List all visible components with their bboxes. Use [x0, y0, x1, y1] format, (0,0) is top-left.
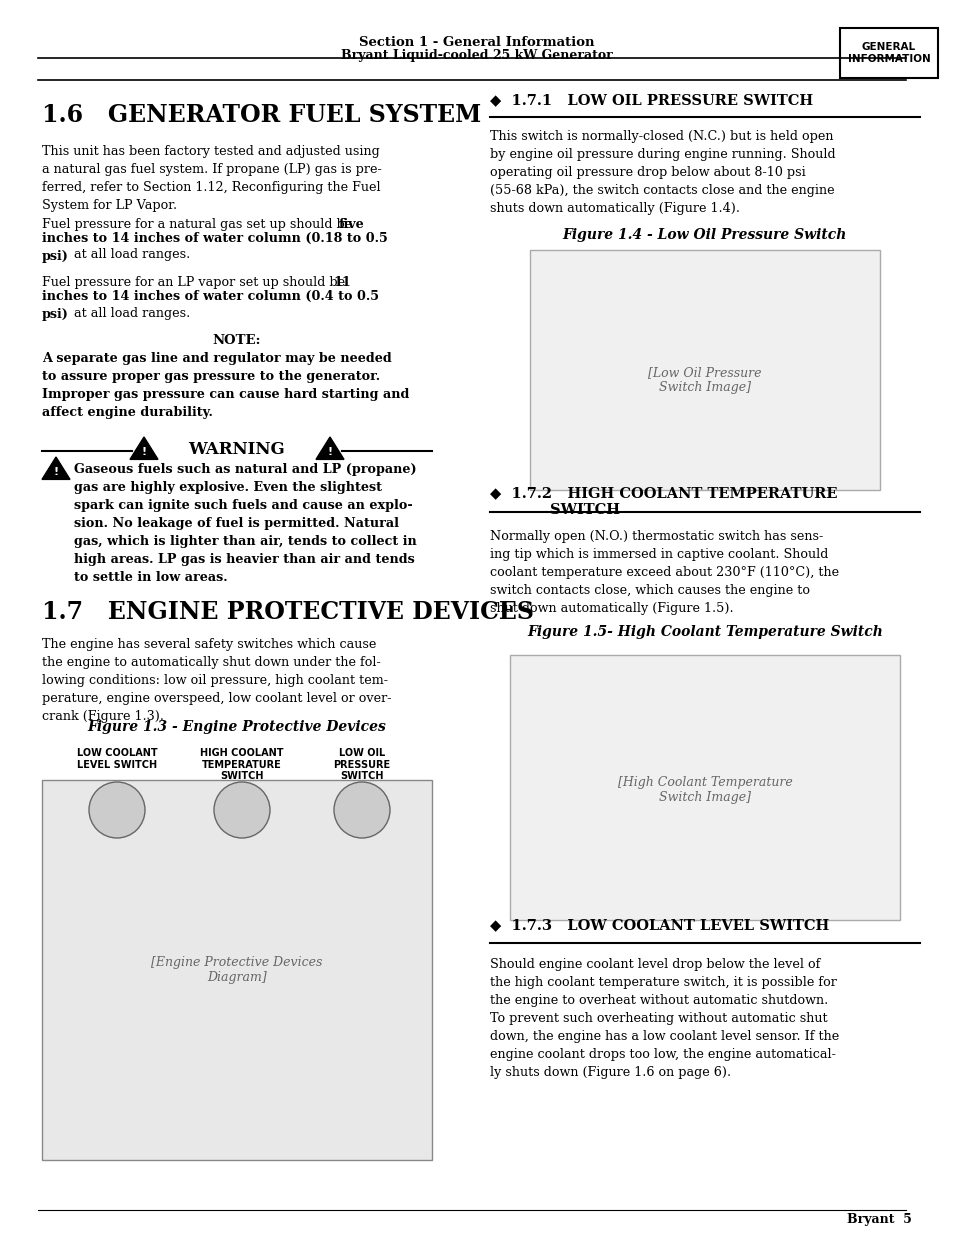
- Text: ◆  1.7.2   HIGH COOLANT TEMPERATURE: ◆ 1.7.2 HIGH COOLANT TEMPERATURE: [490, 487, 837, 500]
- Polygon shape: [42, 457, 70, 479]
- Text: LOW OIL
PRESSURE
SWITCH: LOW OIL PRESSURE SWITCH: [334, 748, 390, 782]
- Text: WARNING: WARNING: [189, 441, 285, 457]
- Text: Bryant Liquid-cooled 25 kW Generator: Bryant Liquid-cooled 25 kW Generator: [341, 48, 612, 62]
- Text: GENERAL
INFORMATION: GENERAL INFORMATION: [846, 42, 929, 64]
- Text: ◆  1.7.1   LOW OIL PRESSURE SWITCH: ◆ 1.7.1 LOW OIL PRESSURE SWITCH: [490, 93, 812, 107]
- Text: Gaseous fuels such as natural and LP (propane)
gas are highly explosive. Even th: Gaseous fuels such as natural and LP (pr…: [74, 463, 416, 584]
- Text: inches to 14 inches of water column (0.4 to 0.5
psi): inches to 14 inches of water column (0.4…: [42, 290, 378, 321]
- Polygon shape: [315, 437, 344, 459]
- Text: SWITCH: SWITCH: [550, 503, 619, 517]
- Text: Should engine coolant level drop below the level of
the high coolant temperature: Should engine coolant level drop below t…: [490, 958, 839, 1079]
- Text: five: five: [338, 219, 364, 231]
- Text: Fuel pressure for a natural gas set up should be: Fuel pressure for a natural gas set up s…: [42, 219, 355, 231]
- Text: This switch is normally-closed (N.C.) but is held open
by engine oil pressure du: This switch is normally-closed (N.C.) bu…: [490, 130, 835, 215]
- Text: [Engine Protective Devices
Diagram]: [Engine Protective Devices Diagram]: [152, 956, 322, 984]
- Text: NOTE:: NOTE:: [213, 333, 261, 347]
- Circle shape: [334, 782, 390, 839]
- Text: The engine has several safety switches which cause
the engine to automatically s: The engine has several safety switches w…: [42, 638, 391, 722]
- Text: Figure 1.3 - Engine Protective Devices: Figure 1.3 - Engine Protective Devices: [88, 720, 386, 734]
- FancyBboxPatch shape: [530, 249, 879, 490]
- Text: LOW COOLANT
LEVEL SWITCH: LOW COOLANT LEVEL SWITCH: [76, 748, 157, 769]
- Text: This unit has been factory tested and adjusted using
a natural gas fuel system. : This unit has been factory tested and ad…: [42, 144, 381, 212]
- Text: !: !: [141, 447, 147, 457]
- Text: Fuel pressure for an LP vapor set up should be: Fuel pressure for an LP vapor set up sho…: [42, 275, 349, 289]
- FancyBboxPatch shape: [42, 781, 432, 1160]
- Text: at all load ranges.: at all load ranges.: [70, 308, 190, 320]
- Text: !: !: [327, 447, 333, 457]
- Text: A separate gas line and regulator may be needed
to assure proper gas pressure to: A separate gas line and regulator may be…: [42, 352, 409, 419]
- Text: at all load ranges.: at all load ranges.: [70, 248, 190, 261]
- FancyBboxPatch shape: [510, 655, 899, 920]
- Text: HIGH COOLANT
TEMPERATURE
SWITCH: HIGH COOLANT TEMPERATURE SWITCH: [200, 748, 283, 782]
- Polygon shape: [130, 437, 158, 459]
- Text: 11: 11: [333, 275, 351, 289]
- Text: [High Coolant Temperature
Switch Image]: [High Coolant Temperature Switch Image]: [617, 776, 792, 804]
- Text: 1.7   ENGINE PROTECTIVE DEVICES: 1.7 ENGINE PROTECTIVE DEVICES: [42, 600, 534, 624]
- Text: !: !: [53, 467, 58, 478]
- Text: [Low Oil Pressure
Switch Image]: [Low Oil Pressure Switch Image]: [648, 366, 760, 394]
- Text: Figure 1.4 - Low Oil Pressure Switch: Figure 1.4 - Low Oil Pressure Switch: [562, 228, 846, 242]
- Text: Figure 1.5- High Coolant Temperature Switch: Figure 1.5- High Coolant Temperature Swi…: [526, 625, 882, 638]
- Text: Section 1 - General Information: Section 1 - General Information: [359, 36, 594, 48]
- FancyBboxPatch shape: [840, 28, 937, 78]
- Circle shape: [89, 782, 145, 839]
- Text: ◆  1.7.3   LOW COOLANT LEVEL SWITCH: ◆ 1.7.3 LOW COOLANT LEVEL SWITCH: [490, 918, 828, 932]
- Text: Bryant  5: Bryant 5: [846, 1214, 911, 1226]
- Text: 1.6   GENERATOR FUEL SYSTEM: 1.6 GENERATOR FUEL SYSTEM: [42, 103, 480, 127]
- Text: Normally open (N.O.) thermostatic switch has sens-
ing tip which is immersed in : Normally open (N.O.) thermostatic switch…: [490, 530, 839, 615]
- Text: inches to 14 inches of water column (0.18 to 0.5
psi): inches to 14 inches of water column (0.1…: [42, 232, 387, 263]
- Circle shape: [213, 782, 270, 839]
